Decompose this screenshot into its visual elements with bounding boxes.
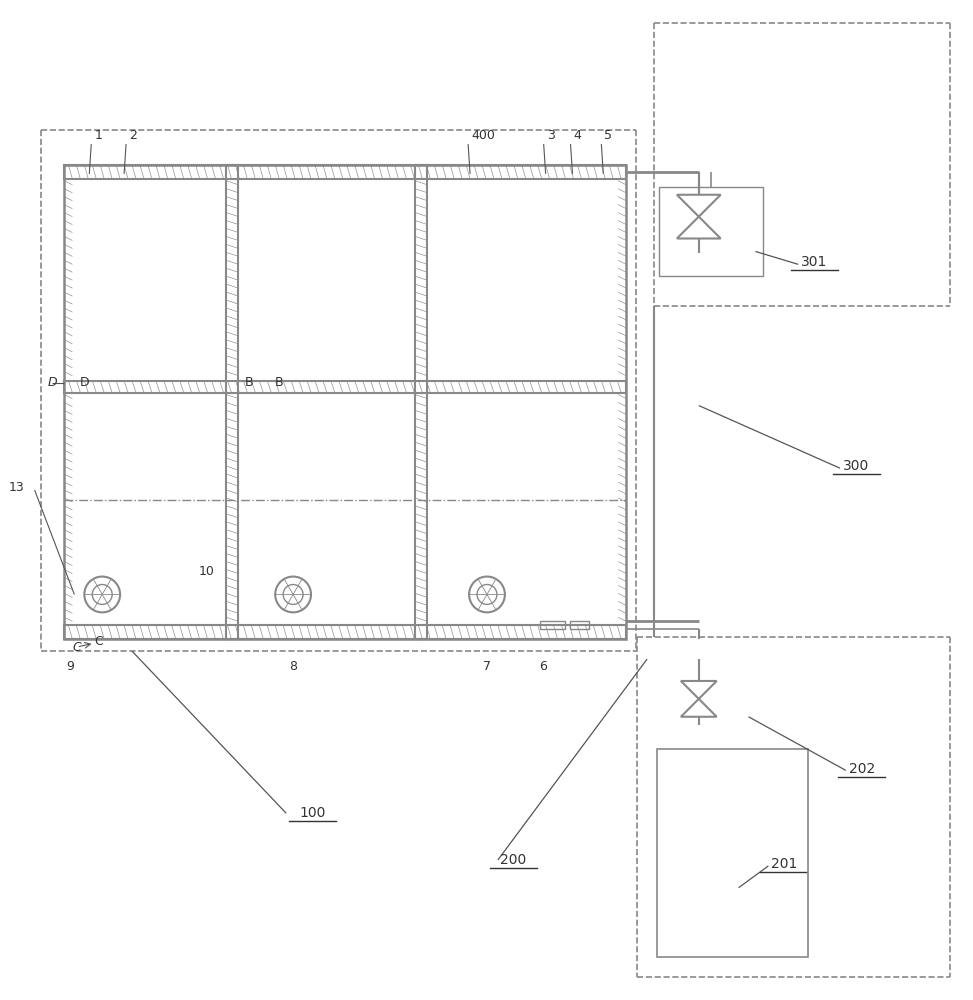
Text: 200: 200 bbox=[500, 853, 526, 867]
Text: 4: 4 bbox=[573, 129, 582, 142]
Bar bbox=[415, 165, 427, 639]
Polygon shape bbox=[677, 217, 721, 239]
Bar bbox=[569, 621, 590, 629]
Text: 2: 2 bbox=[129, 129, 137, 142]
Text: 13: 13 bbox=[9, 481, 24, 494]
Text: 201: 201 bbox=[772, 857, 798, 871]
Bar bbox=[64, 625, 627, 639]
Text: B: B bbox=[245, 376, 254, 389]
Polygon shape bbox=[681, 681, 717, 699]
Circle shape bbox=[275, 577, 311, 612]
Text: 3: 3 bbox=[547, 129, 555, 142]
Text: 100: 100 bbox=[299, 806, 325, 820]
Bar bbox=[64, 165, 627, 179]
Text: D: D bbox=[80, 376, 90, 389]
Text: 10: 10 bbox=[198, 565, 214, 578]
Circle shape bbox=[469, 577, 505, 612]
Text: 6: 6 bbox=[539, 660, 547, 673]
Text: 7: 7 bbox=[483, 660, 491, 673]
Polygon shape bbox=[677, 195, 721, 217]
Polygon shape bbox=[681, 699, 717, 717]
Bar bbox=[227, 165, 238, 639]
Bar bbox=[657, 749, 809, 957]
Text: C: C bbox=[93, 635, 102, 648]
Text: 5: 5 bbox=[604, 129, 612, 142]
Text: 202: 202 bbox=[848, 762, 875, 776]
Text: 8: 8 bbox=[289, 660, 297, 673]
Bar bbox=[659, 187, 764, 276]
Text: B: B bbox=[275, 376, 283, 389]
Text: D: D bbox=[48, 376, 57, 389]
Text: 9: 9 bbox=[66, 660, 74, 673]
Bar bbox=[540, 621, 564, 629]
Text: 400: 400 bbox=[471, 129, 495, 142]
Circle shape bbox=[85, 577, 120, 612]
Text: C: C bbox=[72, 641, 81, 654]
Text: 300: 300 bbox=[843, 459, 869, 473]
Bar bbox=[64, 381, 627, 393]
Text: 301: 301 bbox=[801, 255, 828, 269]
Text: 1: 1 bbox=[94, 129, 102, 142]
Bar bbox=[64, 165, 627, 639]
